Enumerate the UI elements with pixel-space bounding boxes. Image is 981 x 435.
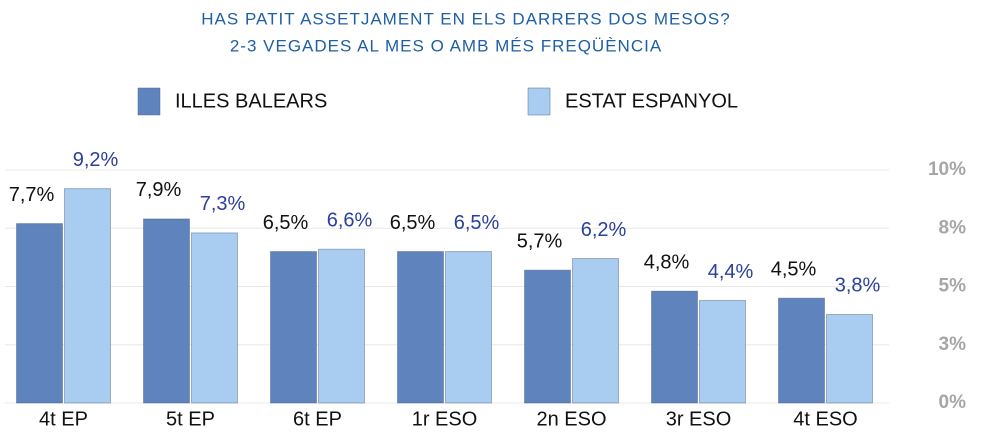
value-label: 5,7%: [517, 230, 563, 252]
y-tick-label: 0%: [939, 392, 967, 413]
bar: [318, 248, 365, 404]
value-label: 6,2%: [581, 219, 627, 241]
chart-subtitle: 2-3 VEGADES AL MES O AMB MÉS FREQÜÈNCIA: [230, 36, 662, 55]
value-label: 6,5%: [263, 212, 309, 234]
bar: [651, 290, 698, 404]
bar: [826, 313, 873, 404]
x-tick-label: 6t EP: [293, 408, 342, 430]
x-tick-label: 3r ESO: [666, 408, 732, 430]
x-tick-label: 1r ESO: [412, 408, 478, 430]
bar: [191, 232, 238, 404]
value-label: 7,9%: [136, 179, 182, 201]
value-label: 7,3%: [200, 193, 246, 215]
value-label: 6,5%: [390, 212, 436, 234]
x-tick-label: 5t EP: [166, 408, 215, 430]
y-tick-label: 8%: [939, 217, 967, 238]
x-tick-label: 4t ESO: [793, 408, 857, 430]
legend-swatch: [527, 87, 551, 116]
value-label: 4,8%: [644, 251, 690, 273]
bar: [64, 188, 111, 404]
legend-swatch: [137, 87, 161, 116]
legend-label: ILLES BALEARS: [175, 90, 327, 112]
bar: [778, 297, 825, 404]
bar: [445, 251, 492, 404]
value-label: 4,5%: [771, 258, 817, 280]
bar: [699, 299, 746, 404]
legend-label: ESTAT ESPANYOL: [565, 90, 738, 112]
value-label: 7,7%: [9, 184, 55, 206]
y-tick-label: 5%: [939, 276, 967, 297]
chart-title: HAS PATIT ASSETJAMENT EN ELS DARRERS DOS…: [201, 9, 730, 28]
x-tick-label: 2n ESO: [536, 408, 606, 430]
value-label: 4,4%: [708, 261, 754, 283]
y-tick-label: 3%: [939, 334, 967, 355]
y-tick-label: 10%: [928, 159, 966, 180]
value-label: 3,8%: [835, 275, 881, 297]
value-label: 9,2%: [73, 149, 119, 171]
bar: [143, 218, 190, 404]
bar: [572, 258, 619, 404]
bar: [524, 269, 571, 404]
x-tick-label: 4t EP: [39, 408, 88, 430]
bar: [397, 251, 444, 404]
value-label: 6,5%: [454, 212, 500, 234]
bar: [270, 251, 317, 404]
value-label: 6,6%: [327, 210, 373, 232]
bar: [16, 223, 63, 404]
